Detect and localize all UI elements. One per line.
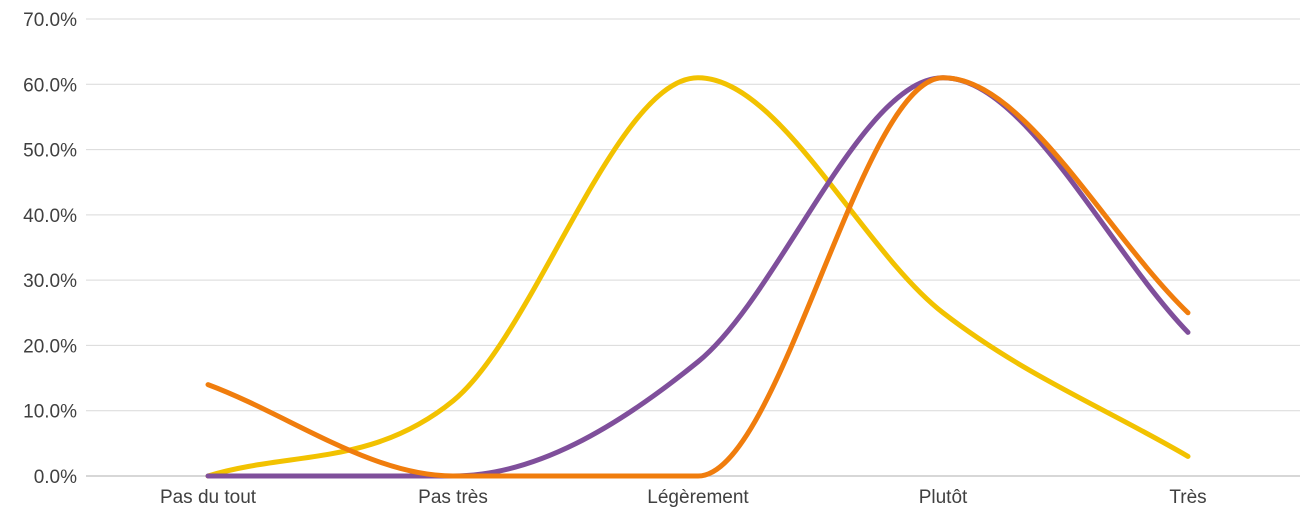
y-tick-label: 50.0%	[23, 141, 77, 162]
series-3-point-4	[941, 75, 946, 80]
grid-lines	[86, 18, 1300, 477]
series-2-point-3	[696, 359, 701, 364]
series-2-point-5	[1186, 330, 1191, 335]
series-line-3	[205, 75, 1191, 479]
series-2-point-1	[206, 474, 211, 479]
y-tick-label: 20.0%	[23, 336, 77, 357]
series-1-point-2	[451, 398, 456, 403]
y-axis-tick-labels: 0.0% 10.0% 20.0% 30.0% 40.0% 50.0% 60.0% 70.0%	[23, 10, 77, 488]
x-tick-label: Très	[1169, 487, 1206, 508]
x-tick-label: Légèrement	[647, 487, 749, 508]
series-3-point-3	[696, 474, 701, 479]
y-tick-label: 70.0%	[23, 10, 77, 31]
x-tick-label: Pas très	[418, 487, 488, 508]
y-tick-label: 0.0%	[34, 467, 77, 488]
series-1-point-3	[696, 75, 701, 80]
x-axis-tick-labels: Pas du tout Pas très Légèrement Plutôt Très	[160, 487, 1207, 508]
y-tick-label: 60.0%	[23, 75, 77, 96]
x-tick-label: Pas du tout	[160, 487, 257, 508]
x-tick-label: Plutôt	[919, 487, 968, 508]
series-1-point-5	[1186, 454, 1191, 459]
series-line-1	[205, 75, 1191, 479]
y-tick-label: 10.0%	[23, 402, 77, 423]
y-tick-label: 40.0%	[23, 206, 77, 227]
y-tick-label: 30.0%	[23, 271, 77, 292]
series-3-point-5	[1186, 310, 1191, 315]
series-3-point-2	[451, 474, 456, 479]
series-3-point-1	[206, 382, 211, 387]
series-line-2	[205, 75, 1191, 479]
series-1-point-4	[941, 310, 946, 315]
series-lines	[205, 75, 1191, 479]
